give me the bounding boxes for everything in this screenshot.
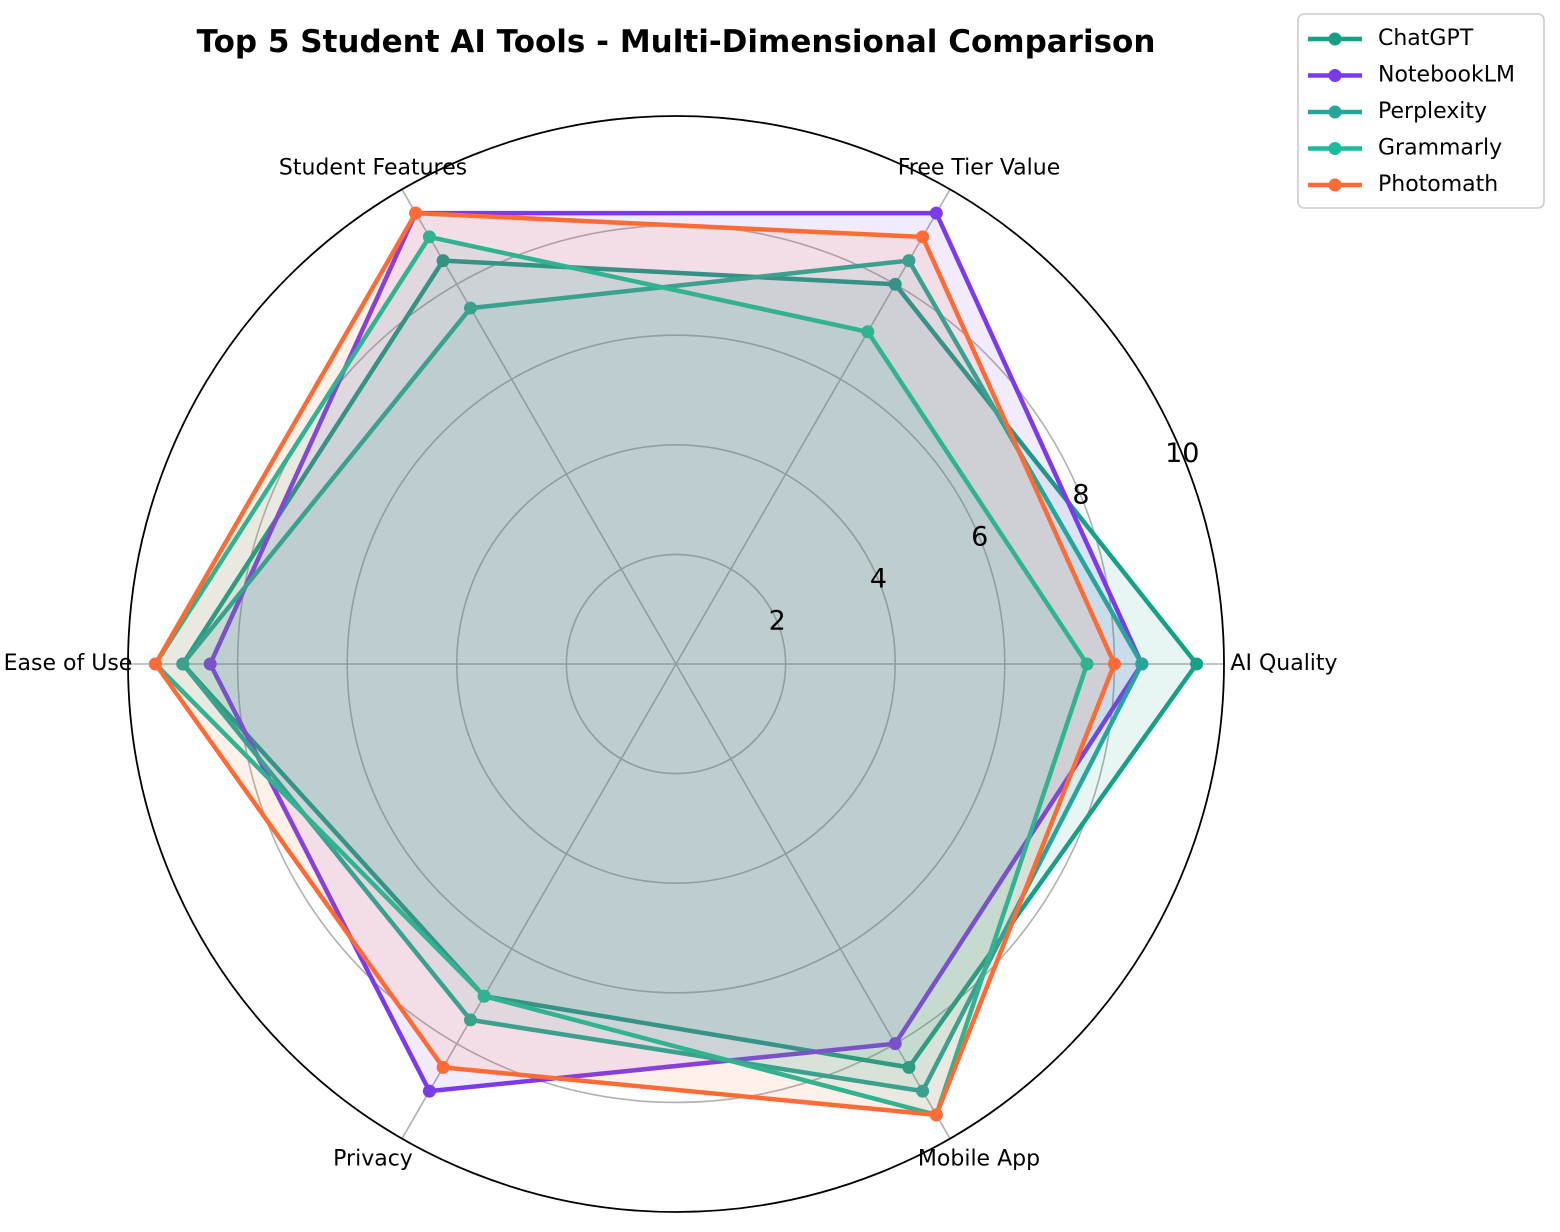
category-label: Student Features (279, 155, 467, 180)
legend-label: Photomath (1378, 172, 1498, 197)
category-label: Mobile App (918, 1147, 1040, 1172)
series-layer (148, 206, 1204, 1122)
series-point (422, 230, 436, 244)
category-label: Ease of Use (4, 651, 133, 676)
radial-tick-label: 8 (1072, 480, 1089, 511)
spoke-line (675, 189, 951, 665)
category-label: AI Quality (1230, 651, 1337, 676)
legend-label: Grammarly (1378, 136, 1502, 161)
legend-label: Perplexity (1378, 99, 1487, 124)
series-point (477, 989, 491, 1003)
series-point (916, 230, 930, 244)
series-point (888, 277, 902, 291)
legend-marker (1328, 178, 1342, 192)
series-area (182, 260, 1197, 1068)
series-point (929, 206, 943, 220)
grid-ring (455, 443, 896, 884)
series-point (1080, 657, 1094, 671)
series-point (929, 1108, 943, 1122)
legend-marker (1328, 105, 1342, 119)
series-point (176, 657, 190, 671)
series-point (888, 1037, 902, 1051)
series-point (464, 1013, 477, 1027)
radar-grid (127, 115, 1225, 1213)
legend-label: NotebookLM (1378, 63, 1515, 88)
series-point (916, 1084, 930, 1098)
chart-title: Top 5 Student AI Tools - Multi-Dimension… (197, 24, 1156, 60)
series-point (422, 1084, 436, 1098)
category-label: Privacy (333, 1147, 413, 1172)
series-point (148, 657, 162, 671)
radial-tick-label: 6 (971, 522, 988, 553)
outer-ring (127, 115, 1225, 1213)
series-area (182, 260, 1142, 1092)
legend-box (1297, 13, 1545, 209)
series-area (210, 213, 1142, 1092)
legend-label: ChatGPT (1378, 26, 1474, 51)
category-label: Free Tier Value (898, 155, 1061, 180)
series-point (902, 1060, 916, 1074)
series-point (409, 206, 423, 220)
series-point (436, 1060, 450, 1074)
legend-marker (1328, 142, 1342, 155)
legend: ChatGPT NotebookLM Perplexity Grammarly Phot… (1297, 13, 1545, 209)
series-point (1107, 657, 1121, 671)
series-point (1135, 657, 1149, 671)
legend-marker (1328, 32, 1342, 46)
grid-ring (346, 334, 1006, 994)
legend-marker (1328, 69, 1342, 82)
spoke-line (675, 663, 951, 1139)
radial-tick-label: 10 (1165, 438, 1199, 469)
series-point (1190, 657, 1204, 671)
series-point (464, 301, 477, 315)
spoke-line (401, 663, 677, 1139)
axis-labels: AI Quality Free Tier Value Student Feature… (4, 155, 1338, 1171)
series-point (861, 325, 875, 339)
series-point (436, 254, 450, 268)
radial-tick-label: 4 (870, 564, 887, 595)
series-area (155, 213, 1115, 1115)
radial-tick-label: 2 (769, 606, 786, 637)
spoke-line (401, 189, 677, 665)
series-point (902, 254, 916, 268)
series-point (203, 657, 217, 671)
grid-ring (565, 553, 787, 775)
series-area (155, 236, 1087, 1115)
